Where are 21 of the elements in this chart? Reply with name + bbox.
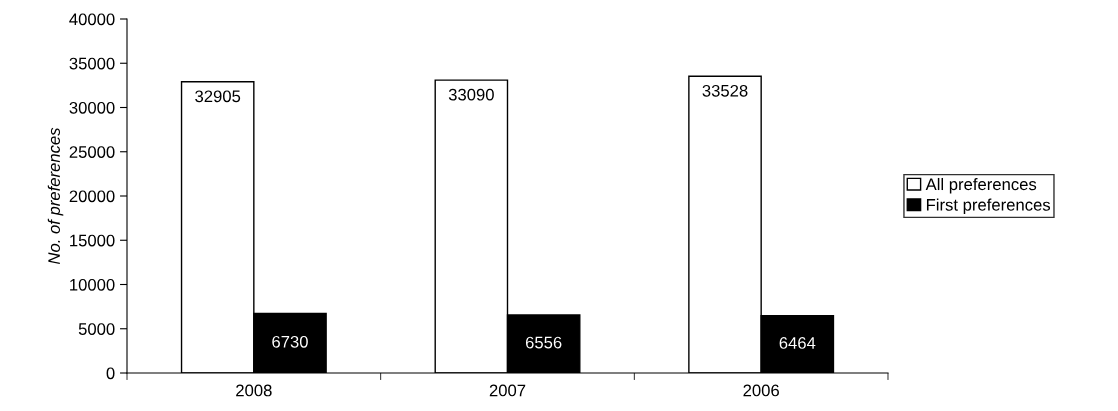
x-tick-label: 2006 xyxy=(743,384,779,397)
y-tick-label: 25000 xyxy=(69,146,115,158)
x-tick-label: 2007 xyxy=(489,384,526,397)
legend-label: All preferences xyxy=(925,177,1037,194)
y-tick-label: 30000 xyxy=(69,101,115,114)
data-label: 6464 xyxy=(779,337,816,349)
legend-label: First preferences xyxy=(926,198,1051,215)
y-tick-label: 5000 xyxy=(78,323,115,335)
y-tick-label: 20000 xyxy=(69,190,115,203)
y-tick-label: 35000 xyxy=(69,57,115,70)
x-tick-label: 2008 xyxy=(236,384,272,397)
y-tick-label: 40000 xyxy=(69,13,115,26)
y-tick-label: 0 xyxy=(106,367,115,380)
data-label: 6556 xyxy=(525,336,562,349)
y-axis-title: No. of preferences xyxy=(47,127,64,265)
data-label: 33090 xyxy=(448,88,494,101)
data-label: 33528 xyxy=(702,84,748,97)
data-label: 6730 xyxy=(272,335,308,348)
y-tick-label: 10000 xyxy=(70,278,115,291)
data-label: 32905 xyxy=(195,90,241,103)
y-tick-label: 15000 xyxy=(70,234,115,247)
